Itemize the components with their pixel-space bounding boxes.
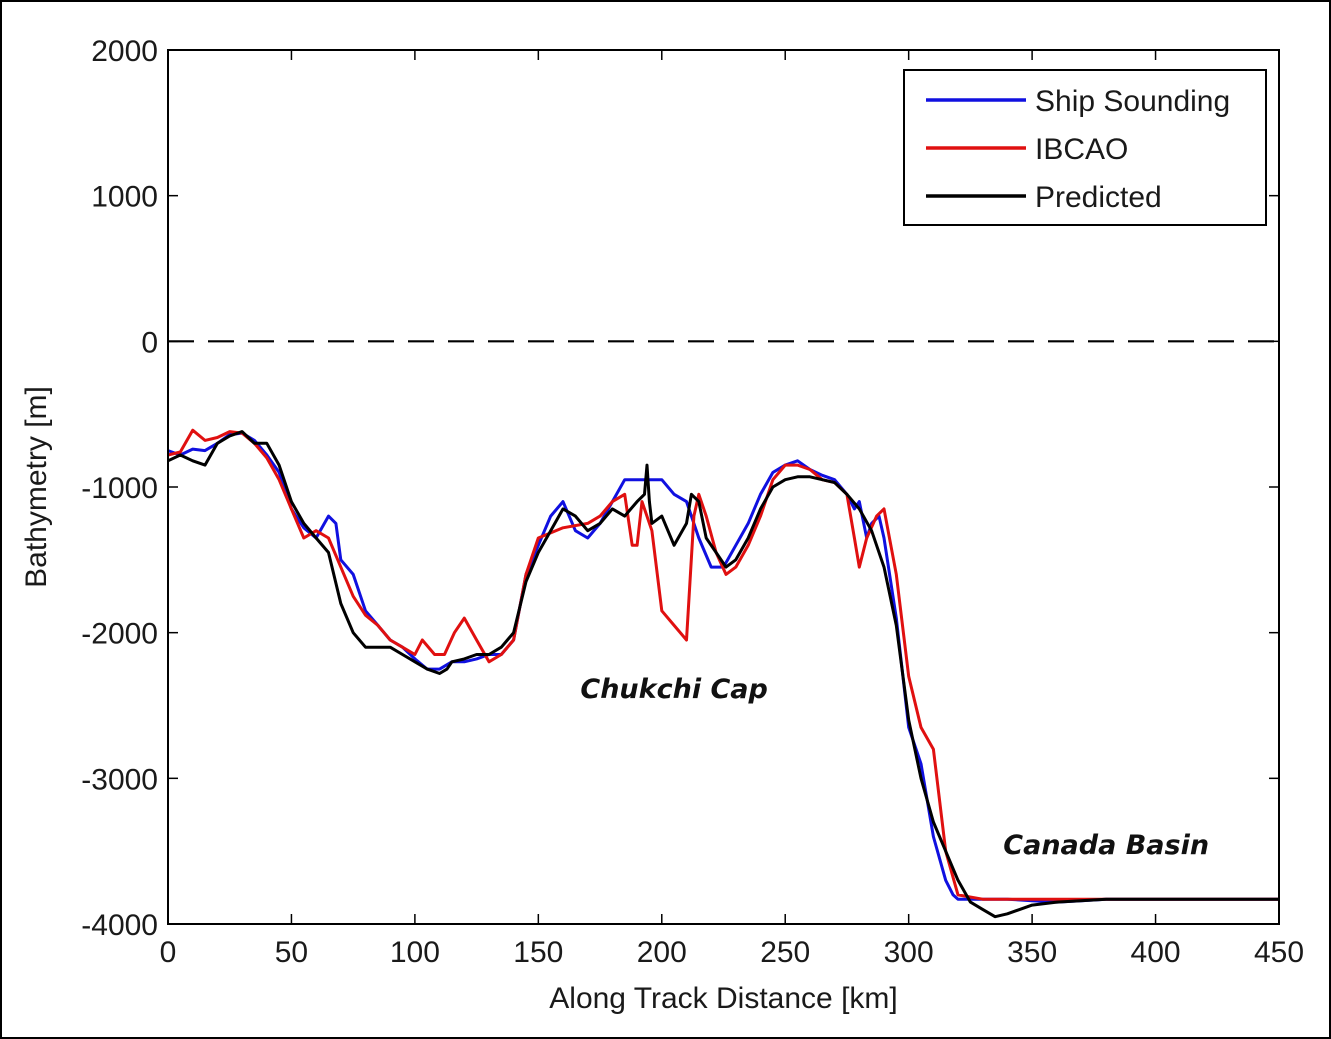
x-tick-label: 50 — [275, 936, 308, 969]
x-tick-label: 400 — [1131, 936, 1181, 969]
x-tick-label: 100 — [390, 936, 440, 969]
x-tick-label: 350 — [1007, 936, 1057, 969]
x-tick-label: 250 — [760, 936, 810, 969]
y-tick-label: -1000 — [81, 472, 158, 505]
y-tick-label: 1000 — [91, 181, 158, 214]
x-tick-labels: 0 50 100 150 200 250 300 350 400 450 — [160, 936, 1304, 969]
legend: Ship Sounding IBCAO Predicted — [903, 69, 1267, 226]
legend-label: Ship Sounding — [1035, 85, 1230, 118]
series-line-ibcao — [167, 428, 1279, 901]
y-tick-label: -3000 — [81, 763, 158, 796]
series-line-predicted — [167, 430, 1279, 919]
y-tick-label: 2000 — [91, 35, 158, 68]
annotation-canada-basin: Canada Basin — [1003, 830, 1209, 861]
series-lines — [167, 428, 1279, 919]
legend-label: Predicted — [1035, 181, 1162, 214]
series-line-ship-sounding — [167, 431, 1279, 904]
x-tick-label: 300 — [884, 936, 934, 969]
plot-area-border — [167, 49, 1280, 925]
x-tick-label: 0 — [160, 936, 177, 969]
x-tick-label: 200 — [637, 936, 687, 969]
x-tick-label: 150 — [513, 936, 563, 969]
x-axis-label: Along Track Distance [km] — [549, 982, 897, 1015]
y-tick-label: -4000 — [81, 909, 158, 942]
x-tick-label: 450 — [1254, 936, 1304, 969]
annotation-chukchi-cap: Chukchi Cap — [580, 674, 767, 705]
legend-label: IBCAO — [1035, 133, 1128, 166]
chart-annotations: Chukchi Cap Canada Basin — [580, 674, 1209, 861]
y-tick-label: -2000 — [81, 618, 158, 651]
y-tick-label: 0 — [141, 326, 158, 359]
y-axis-label: Bathymetry [m] — [20, 386, 53, 588]
y-tick-labels: -4000 -3000 -2000 -1000 0 1000 2000 — [81, 35, 158, 942]
